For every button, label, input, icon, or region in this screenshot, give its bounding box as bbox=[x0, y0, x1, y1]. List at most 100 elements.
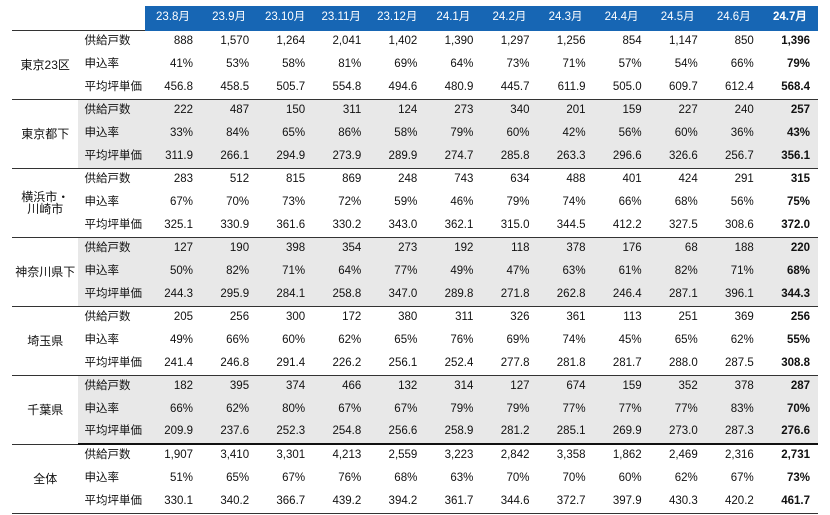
value-cell: 254.8 bbox=[313, 421, 369, 444]
value-cell: 79% bbox=[425, 398, 481, 421]
value-cell: 330.2 bbox=[313, 214, 369, 237]
value-cell: 2,041 bbox=[313, 30, 369, 53]
value-cell: 69% bbox=[369, 53, 425, 76]
value-cell: 79% bbox=[425, 122, 481, 145]
metric-label: 供給戸数 bbox=[78, 30, 144, 53]
value-cell: 343.0 bbox=[369, 214, 425, 237]
value-cell: 854 bbox=[594, 30, 650, 53]
value-cell: 83% bbox=[706, 398, 762, 421]
value-cell: 82% bbox=[650, 260, 706, 283]
value-cell: 60% bbox=[257, 329, 313, 352]
value-cell: 314 bbox=[425, 375, 481, 398]
metric-label: 供給戸数 bbox=[78, 375, 144, 398]
value-cell: 62% bbox=[706, 329, 762, 352]
value-cell: 276.6 bbox=[762, 421, 818, 444]
value-cell: 67% bbox=[145, 191, 201, 214]
value-cell: 246.8 bbox=[201, 352, 257, 375]
value-cell: 378 bbox=[706, 375, 762, 398]
value-cell: 84% bbox=[201, 122, 257, 145]
value-cell: 2,469 bbox=[650, 444, 706, 467]
value-cell: 461.7 bbox=[762, 490, 818, 513]
value-cell: 33% bbox=[145, 122, 201, 145]
value-cell: 356.1 bbox=[762, 145, 818, 168]
value-cell: 273.9 bbox=[313, 145, 369, 168]
value-cell: 58% bbox=[257, 53, 313, 76]
value-cell: 159 bbox=[594, 99, 650, 122]
value-cell: 68% bbox=[650, 191, 706, 214]
value-cell: 609.7 bbox=[650, 76, 706, 99]
region-name: 埼玉県 bbox=[12, 306, 78, 375]
value-cell: 3,223 bbox=[425, 444, 481, 467]
value-cell: 3,358 bbox=[537, 444, 593, 467]
metric-label: 平均坪単価 bbox=[78, 352, 144, 375]
value-cell: 361.6 bbox=[257, 214, 313, 237]
value-cell: 361 bbox=[537, 306, 593, 329]
value-cell: 296.6 bbox=[594, 145, 650, 168]
metric-label: 申込率 bbox=[78, 122, 144, 145]
value-cell: 42% bbox=[537, 122, 593, 145]
value-cell: 2,842 bbox=[481, 444, 537, 467]
value-cell: 505.7 bbox=[257, 76, 313, 99]
value-cell: 311.9 bbox=[145, 145, 201, 168]
value-cell: 420.2 bbox=[706, 490, 762, 513]
value-cell: 113 bbox=[594, 306, 650, 329]
table-row: 平均坪単価311.9266.1294.9273.9289.9274.7285.8… bbox=[12, 145, 818, 168]
value-cell: 150 bbox=[257, 99, 313, 122]
value-cell: 70% bbox=[537, 467, 593, 490]
col-header: 23.12月 bbox=[369, 6, 425, 30]
region-name: 全体 bbox=[12, 444, 78, 513]
value-cell: 362.1 bbox=[425, 214, 481, 237]
value-cell: 256.7 bbox=[706, 145, 762, 168]
value-cell: 77% bbox=[537, 398, 593, 421]
value-cell: 430.3 bbox=[650, 490, 706, 513]
value-cell: 284.1 bbox=[257, 283, 313, 306]
value-cell: 172 bbox=[313, 306, 369, 329]
value-cell: 366.7 bbox=[257, 490, 313, 513]
table-row: 申込率33%84%65%86%58%79%60%42%56%60%36%43% bbox=[12, 122, 818, 145]
value-cell: 395 bbox=[201, 375, 257, 398]
value-cell: 240 bbox=[706, 99, 762, 122]
value-cell: 283 bbox=[145, 168, 201, 191]
value-cell: 47% bbox=[481, 260, 537, 283]
metric-label: 申込率 bbox=[78, 329, 144, 352]
value-cell: 65% bbox=[257, 122, 313, 145]
value-cell: 63% bbox=[537, 260, 593, 283]
value-cell: 50% bbox=[145, 260, 201, 283]
value-cell: 81% bbox=[313, 53, 369, 76]
value-cell: 285.1 bbox=[537, 421, 593, 444]
value-cell: 188 bbox=[706, 237, 762, 260]
col-header: 23.10月 bbox=[257, 6, 313, 30]
value-cell: 2,316 bbox=[706, 444, 762, 467]
metric-label: 供給戸数 bbox=[78, 306, 144, 329]
col-header: 24.4月 bbox=[594, 6, 650, 30]
value-cell: 869 bbox=[313, 168, 369, 191]
value-cell: 456.8 bbox=[145, 76, 201, 99]
value-cell: 315.0 bbox=[481, 214, 537, 237]
value-cell: 241.4 bbox=[145, 352, 201, 375]
value-cell: 127 bbox=[145, 237, 201, 260]
table-row: 平均坪単価209.9237.6252.3254.8256.6258.9281.2… bbox=[12, 421, 818, 444]
region-name: 神奈川県下 bbox=[12, 237, 78, 306]
value-cell: 4,213 bbox=[313, 444, 369, 467]
value-cell: 132 bbox=[369, 375, 425, 398]
value-cell: 79% bbox=[762, 53, 818, 76]
value-cell: 248 bbox=[369, 168, 425, 191]
value-cell: 263.3 bbox=[537, 145, 593, 168]
metric-label: 申込率 bbox=[78, 398, 144, 421]
value-cell: 1,402 bbox=[369, 30, 425, 53]
metric-label: 平均坪単価 bbox=[78, 421, 144, 444]
value-cell: 43% bbox=[762, 122, 818, 145]
table-row: 全体供給戸数1,9073,4103,3014,2132,5593,2232,84… bbox=[12, 444, 818, 467]
value-cell: 201 bbox=[537, 99, 593, 122]
metric-label: 平均坪単価 bbox=[78, 214, 144, 237]
value-cell: 300 bbox=[257, 306, 313, 329]
value-cell: 205 bbox=[145, 306, 201, 329]
value-cell: 285.8 bbox=[481, 145, 537, 168]
col-header: 24.1月 bbox=[425, 6, 481, 30]
value-cell: 815 bbox=[257, 168, 313, 191]
col-header: 24.2月 bbox=[481, 6, 537, 30]
value-cell: 2,731 bbox=[762, 444, 818, 467]
value-cell: 262.8 bbox=[537, 283, 593, 306]
value-cell: 62% bbox=[650, 467, 706, 490]
region-name: 横浜市・川崎市 bbox=[12, 168, 78, 237]
